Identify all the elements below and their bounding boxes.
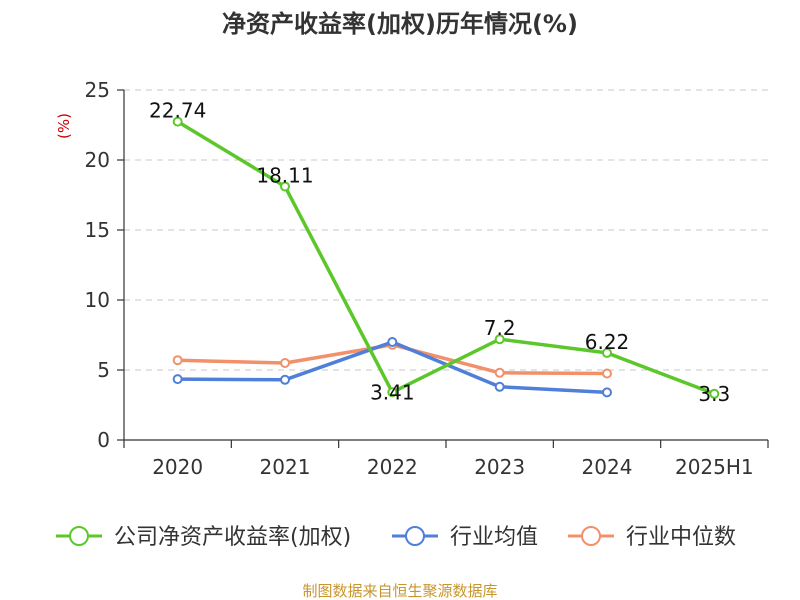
- legend-marker: [69, 526, 89, 546]
- x-tick-label: 2022: [367, 455, 418, 479]
- data-point: [172, 116, 183, 127]
- data-point: [494, 367, 505, 378]
- data-label: 6.22: [585, 330, 630, 354]
- chart-title: 净资产收益率(加权)历年情况(%): [222, 10, 578, 38]
- y-tick-label: 10: [85, 288, 110, 312]
- data-point: [280, 374, 290, 385]
- x-tick-label: 2023: [474, 455, 525, 479]
- x-tick-label: 2021: [260, 455, 311, 479]
- data-label: 22.74: [149, 99, 206, 123]
- data-labels: 22.74 18.11 3.41 7.2 6.22 3.3: [149, 99, 730, 406]
- x-tick-label: 2020: [152, 455, 203, 479]
- axes: 0 5 10 15 20 25 2020 2021 2022 2023 2024 2025H1: [85, 78, 769, 479]
- source-note: 制图数据来自恒生聚源数据库: [302, 582, 497, 600]
- data-label: 3.41: [370, 380, 415, 404]
- legend-item: 行业均值: [392, 525, 538, 550]
- data-point: [709, 388, 720, 399]
- data-point: [602, 368, 612, 379]
- data-point: [280, 358, 290, 368]
- y-tick-label: 5: [97, 358, 110, 382]
- legend-item: 公司净资产收益率(加权): [56, 525, 351, 550]
- legend-marker: [581, 526, 601, 546]
- data-label: 3.3: [698, 382, 730, 406]
- grid-lines: [124, 89, 768, 371]
- legend-label: 行业均值: [450, 525, 538, 550]
- data-label: 7.2: [484, 316, 516, 340]
- legend-label: 行业中位数: [626, 525, 736, 550]
- data-point: [494, 381, 505, 392]
- data-point: [494, 334, 505, 345]
- legend-label: 公司净资产收益率(加权): [114, 525, 351, 550]
- data-point: [172, 355, 183, 366]
- data-point: [280, 181, 290, 192]
- y-tick-label: 0: [97, 428, 110, 452]
- x-tick-label: 2025H1: [675, 455, 754, 479]
- legend: 公司净资产收益率(加权) 行业均值 行业中位数: [56, 525, 736, 550]
- y-axis-unit: (%): [55, 113, 73, 139]
- data-point: [602, 387, 612, 398]
- data-point: [602, 347, 612, 358]
- legend-marker: [405, 526, 425, 546]
- y-tick-label: 25: [85, 78, 110, 102]
- data-label: 18.11: [256, 163, 313, 187]
- series-line: [175, 119, 717, 396]
- y-tick-label: 20: [85, 148, 110, 172]
- data-point: [172, 374, 183, 385]
- legend-item: 行业中位数: [568, 525, 736, 550]
- x-tick-label: 2024: [582, 455, 633, 479]
- series-layer: [172, 116, 720, 399]
- data-point: [387, 387, 398, 398]
- y-tick-label: 15: [85, 218, 110, 242]
- data-point: [387, 337, 398, 347]
